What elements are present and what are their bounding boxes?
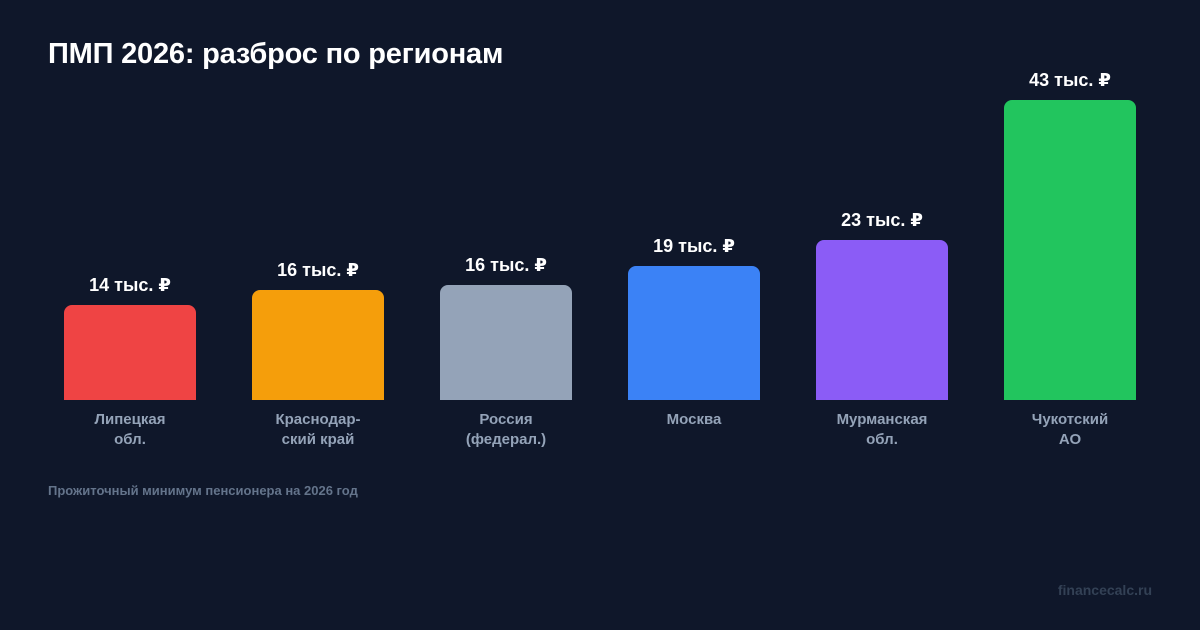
bar bbox=[64, 305, 196, 400]
chart-title: ПМП 2026: разброс по регионам bbox=[48, 38, 504, 70]
category-label: Москва bbox=[666, 411, 722, 428]
bar bbox=[628, 266, 760, 400]
value-label: 16 тыс. ₽ bbox=[277, 260, 359, 280]
category-label: Чукотский АО bbox=[1031, 411, 1109, 448]
value-label: 14 тыс. ₽ bbox=[89, 275, 171, 295]
bar bbox=[252, 290, 384, 400]
chart-subtitle: Прожиточный минимум пенсионера на 2026 г… bbox=[48, 483, 358, 498]
bar bbox=[816, 240, 948, 400]
watermark: financecalc.ru bbox=[1057, 582, 1152, 598]
category-label: Краснодар- ский край bbox=[275, 411, 361, 448]
bar bbox=[1004, 100, 1136, 400]
category-label: Липецкая обл. bbox=[94, 411, 166, 448]
value-label: 16 тыс. ₽ bbox=[465, 255, 547, 275]
value-label: 23 тыс. ₽ bbox=[841, 210, 923, 230]
bar bbox=[440, 285, 572, 400]
category-label: Россия (федерал.) bbox=[465, 411, 547, 448]
value-label: 43 тыс. ₽ bbox=[1029, 70, 1111, 90]
value-label: 19 тыс. ₽ bbox=[653, 236, 735, 256]
category-label: Мурманская обл. bbox=[836, 411, 928, 448]
